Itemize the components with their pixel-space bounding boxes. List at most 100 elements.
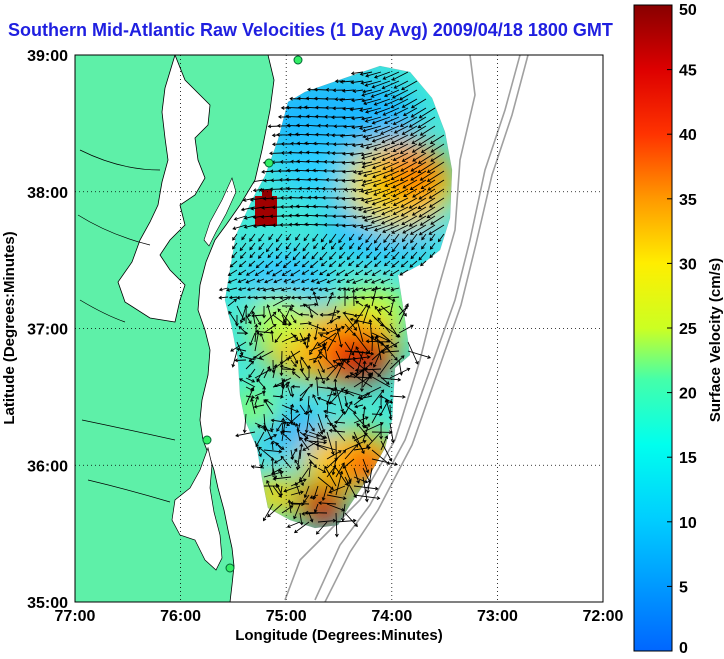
velocity-arrow [418,188,436,200]
velocity-arrow [326,310,341,316]
velocity-arrow [393,125,409,134]
colorbar-tick-label: 30 [679,256,697,273]
velocity-arrow [317,467,327,473]
velocity-arrow [281,304,295,309]
velocity-arrow [341,169,355,174]
velocity-arrow [390,287,400,292]
velocity-arrow [242,413,247,434]
velocity-arrow [399,89,418,101]
velocity-arrow [399,134,418,146]
velocity-arrow [286,186,301,191]
velocity-arrow [273,458,283,464]
velocity-arrow [351,179,364,184]
velocity-arrow [301,287,310,292]
velocity-arrow [380,377,402,382]
velocity-arrow [332,106,346,111]
velocity-arrow [360,368,364,393]
velocity-arrow [408,215,427,227]
velocity-arrow [258,242,265,251]
velocity-arrow [352,224,364,229]
velocity-arrow [362,422,371,442]
velocity-arrow [344,404,357,415]
velocity-arrow [371,206,391,215]
velocity-arrow [249,332,256,347]
velocity-arrow [317,476,334,490]
velocity-arrow [227,269,238,276]
velocity-arrow [290,359,297,368]
velocity-arrow [381,206,400,216]
velocity-arrow [232,224,247,231]
velocity-arrow [374,305,382,316]
colorbar-tick-label: 10 [679,515,697,532]
velocity-arrow [359,224,373,229]
velocity-arrow [258,233,265,242]
velocity-arrow [343,287,347,306]
velocity-arrow [247,305,256,318]
velocity-arrow [313,503,319,514]
velocity-arrow [391,260,400,268]
velocity-arrow [417,161,436,174]
velocity-arrow [302,242,310,252]
land-mass [75,55,275,602]
velocity-arrow [314,376,319,397]
velocity-arrow [292,251,301,261]
velocity-arrow [346,251,355,261]
velocity-arrow [307,332,312,343]
velocity-arrows [218,71,445,538]
velocity-arrow [377,317,391,334]
velocity-arrow [419,170,436,181]
velocity-arrow [278,178,292,182]
velocity-arrow [335,269,346,276]
velocity-arrow [335,462,345,478]
velocity-arrow [350,80,364,85]
velocity-arrow [373,71,391,79]
velocity-arrow [341,503,346,522]
velocity-arrow [263,434,278,442]
velocity-arrow [283,278,292,283]
velocity-arrow [351,98,364,103]
velocity-arrow [290,314,297,324]
velocity-arrow [429,134,445,144]
colorbar-tick-label: 35 [679,192,697,209]
velocity-arrow [262,287,274,292]
velocity-arrow [361,215,373,220]
velocity-arrow [417,116,436,129]
velocity-arrow [232,233,238,241]
velocity-arrow [241,233,247,241]
velocity-arrow [245,395,256,400]
velocity-arrow [370,89,391,98]
velocity-arrow [333,205,346,210]
velocity-arrow [332,359,346,370]
velocity-arrow [304,413,310,434]
velocity-arrow [398,324,414,334]
colorbar-tick-label: 50 [679,2,697,19]
hf-radar-stations [202,55,303,573]
velocity-arrow [392,206,409,216]
velocity-arrow [362,134,373,139]
velocity-arrow [353,392,371,406]
velocity-arrow [383,98,400,107]
velocity-arrow [317,422,324,435]
x-tick-label: 76:00 [160,608,201,625]
velocity-arrow [294,481,301,496]
velocity-arrow [351,134,364,139]
velocity-arrow [332,142,346,147]
velocity-arrow [420,260,427,267]
velocity-arrow [305,123,319,128]
velocity-arrow [383,260,391,267]
y-tick-label: 36:00 [27,458,68,475]
velocity-arrow [270,440,275,451]
velocity-arrow [331,151,346,156]
velocity-arrow [370,335,375,352]
colorbar-tick-label: 20 [679,386,697,403]
velocity-arrow [275,251,283,260]
velocity-arrow [286,168,301,173]
velocity-arrow [281,413,297,426]
velocity-arrow [361,179,382,187]
velocity-arrow [254,368,272,379]
velocity-arrow [371,116,391,125]
velocity-arrow [420,179,436,190]
velocity-arrow [337,287,346,291]
velocity-arrow [407,341,419,365]
velocity-arrow [383,242,391,252]
